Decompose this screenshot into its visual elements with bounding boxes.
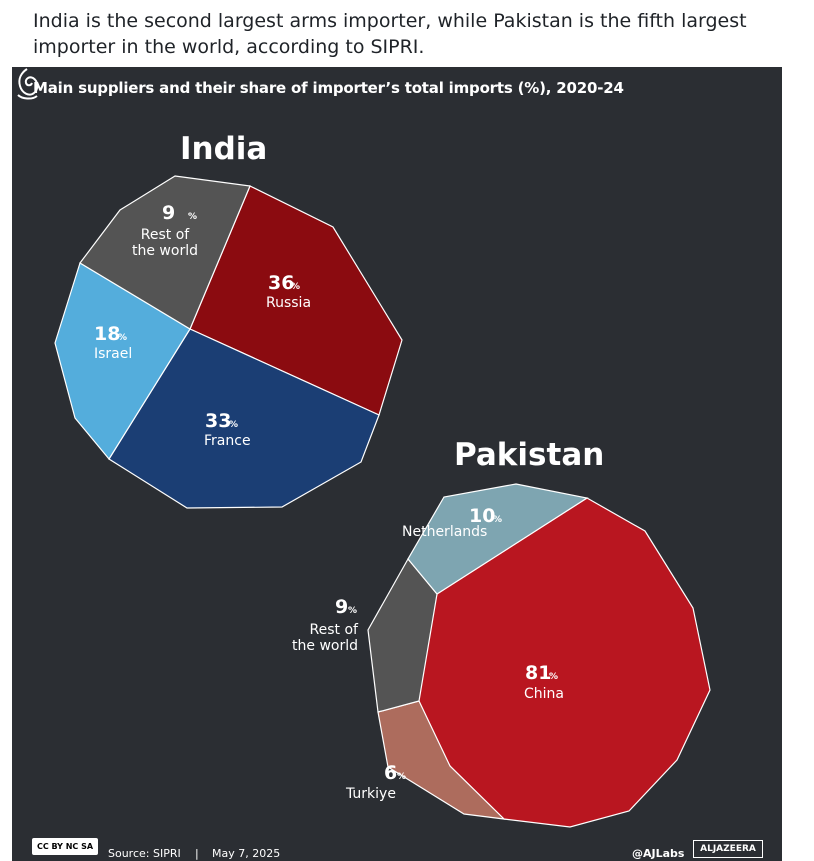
brand-box: ALJAZEERA (693, 840, 763, 858)
pakistan-name-china: China (524, 686, 564, 702)
pakistan-turkiye-value: 6 (384, 762, 397, 784)
india-label-france-pct: 33 (205, 410, 231, 432)
india-name-rest-1: Rest of (141, 227, 191, 243)
india-label-rest-pct: 9 (162, 202, 175, 224)
license-badge: CC BY NC SA (32, 838, 98, 855)
date-text: May 7, 2025 (212, 847, 281, 860)
pakistan-slice-netherlands (407, 483, 589, 595)
india-title: India (180, 131, 268, 167)
chart-subtitle: Main suppliers and their share of import… (33, 79, 624, 97)
india-name-france: France (204, 433, 251, 449)
india-france-pct-label: % (229, 420, 238, 430)
pakistan-netherlands-pct-label: % (493, 515, 502, 525)
pakistan-netherlands-value: 10 (469, 505, 495, 527)
headline: India is the second largest arms importe… (33, 10, 747, 58)
pakistan-china-pct-label: % (549, 672, 558, 682)
india-name-russia: Russia (266, 295, 311, 311)
pakistan-label-netherlands-pct: 10 (469, 505, 495, 527)
source-text: Source: SIPRI (108, 847, 181, 860)
pakistan-chart (367, 483, 711, 828)
pakistan-label-turkiye-pct: 6 (384, 762, 397, 784)
india-russia-pct-label: % (291, 282, 300, 292)
india-rest-value: 9 (162, 202, 175, 224)
infographic-card: 9 % 36 % 18 % 33 % 10 % 9 % 81 % 6 % (12, 67, 782, 861)
pakistan-china-value: 81 (525, 662, 551, 684)
pakistan-name-rest-1: Rest of (310, 622, 360, 638)
pakistan-rest-value: 9 (335, 596, 348, 618)
pakistan-name-turkiye: Turkiye (345, 786, 396, 802)
pakistan-name-netherlands: Netherlands (402, 524, 487, 540)
india-name-israel: Israel (94, 346, 132, 362)
india-chart (54, 175, 403, 509)
india-russia-value: 36 (268, 272, 294, 294)
pakistan-label-china-pct: 81 (525, 662, 551, 684)
footer-separator: | (195, 847, 199, 860)
india-israel-value: 18 (94, 323, 120, 345)
pakistan-name-rest-2: the world (292, 638, 358, 654)
handle-text: @AJLabs (632, 847, 685, 860)
india-israel-pct-label: % (118, 333, 127, 343)
pakistan-label-rest-pct: 9 (335, 596, 348, 618)
charts-canvas: 9 % 36 % 18 % 33 % 10 % 9 % 81 % 6 % (54, 175, 711, 828)
india-name-rest-2: the world (132, 243, 198, 259)
india-slice-rest (79, 175, 251, 330)
india-france-value: 33 (205, 410, 231, 432)
india-label-russia-pct: 36 (268, 272, 294, 294)
india-label-israel-pct: 18 (94, 323, 120, 345)
india-rest-pct-label: % (188, 212, 197, 222)
pakistan-turkiye-pct-label: % (397, 772, 406, 782)
pakistan-rest-pct-label: % (348, 606, 357, 616)
aljazeera-logo-icon (17, 68, 39, 100)
pakistan-title: Pakistan (454, 437, 605, 473)
